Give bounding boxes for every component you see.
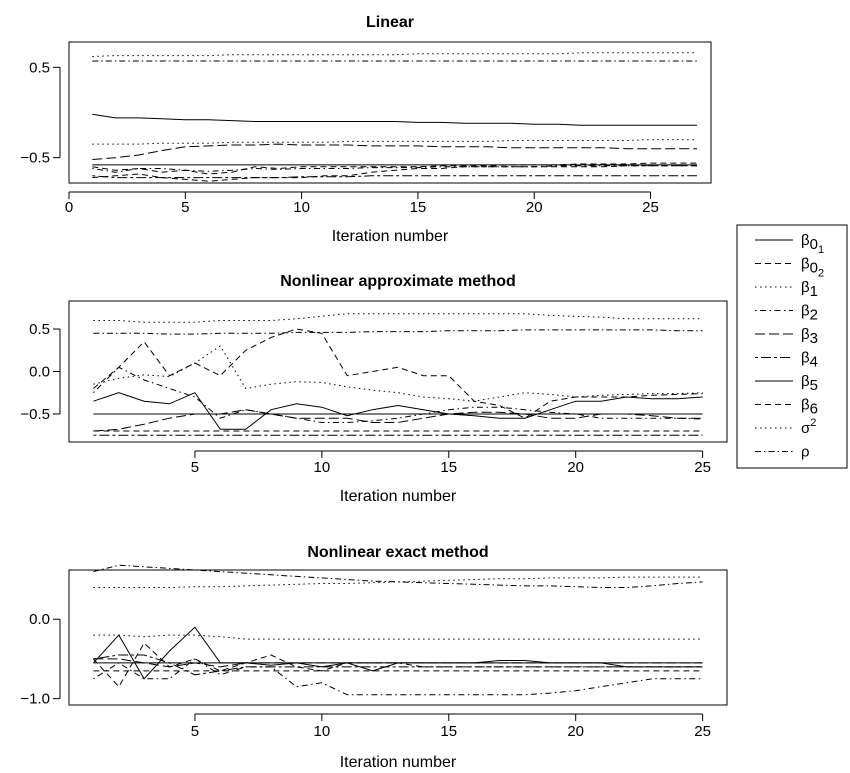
legend-label: β5 — [801, 373, 818, 394]
plot-frame — [68, 300, 728, 443]
legend-label: β01 — [801, 232, 824, 256]
y-tick-label: −1.0 — [20, 691, 50, 708]
x-tick-label: 0 — [65, 199, 73, 216]
series-line-b1 — [92, 139, 697, 145]
legend-frame — [736, 224, 848, 469]
series-line-b6 — [92, 165, 697, 182]
legend-label: β2 — [801, 303, 818, 324]
series-line-b5 — [93, 392, 703, 430]
x-tick-label: 20 — [526, 199, 543, 216]
legend-label: β6 — [801, 397, 818, 418]
chart-title: Nonlinear exact method — [307, 544, 488, 561]
series-line-s2 — [93, 576, 703, 588]
series-line-b6 — [93, 642, 703, 688]
y-tick-label: 0.5 — [29, 321, 50, 338]
x-axis-label: Iteration number — [340, 754, 457, 771]
legend-label: β4 — [801, 350, 818, 371]
series-line-b1 — [93, 345, 703, 402]
x-tick-label: 10 — [293, 199, 310, 216]
x-axis-label: Iteration number — [332, 228, 449, 245]
x-tick-label: 15 — [440, 459, 457, 476]
y-tick-label: −0.5 — [20, 406, 50, 423]
legend-label: σ2 — [801, 417, 816, 437]
x-tick-label: 5 — [191, 459, 199, 476]
x-tick-label: 5 — [181, 199, 189, 216]
series-line-b3 — [93, 409, 703, 432]
series-line-b6 — [93, 328, 703, 419]
y-tick-label: 0.0 — [29, 611, 50, 628]
series-line-rho — [93, 329, 703, 335]
series-line-b4 — [92, 175, 697, 179]
x-tick-label: 25 — [694, 723, 711, 740]
series-line-b02 — [92, 162, 697, 175]
x-tick-label: 10 — [313, 459, 330, 476]
panel-linear: Linear Iteration number 0 5 10 15 20 25 0.5 −0.… — [20, 14, 712, 245]
chart-title: Nonlinear approximate method — [280, 273, 516, 290]
series-line-s2 — [92, 52, 697, 57]
series-line-b3 — [92, 143, 697, 160]
plot-frame — [68, 569, 728, 706]
chart-title: Linear — [366, 14, 414, 31]
series-line-b5 — [92, 113, 697, 126]
x-tick-label: 25 — [642, 199, 659, 216]
panel-nonlinear-exact: Nonlinear exact method Iteration number … — [20, 544, 728, 771]
series-line-rho — [93, 564, 703, 588]
x-tick-label: 25 — [694, 459, 711, 476]
x-tick-label: 15 — [410, 199, 427, 216]
y-tick-label: 0.0 — [29, 364, 50, 381]
series-line-b4 — [93, 654, 703, 676]
series-line-s2 — [93, 313, 703, 323]
legend-label: β3 — [801, 326, 818, 347]
x-axis-label: Iteration number — [340, 488, 457, 505]
panel-nonlinear-approximate: Nonlinear approximate method Iteration n… — [20, 273, 728, 505]
x-tick-label: 20 — [567, 723, 584, 740]
legend-label: β02 — [801, 256, 824, 280]
x-tick-label: 20 — [567, 459, 584, 476]
y-tick-label: −0.5 — [20, 150, 50, 167]
x-tick-label: 10 — [313, 723, 330, 740]
x-tick-label: 5 — [191, 723, 199, 740]
y-tick-label: 0.5 — [29, 59, 50, 76]
legend-label: β1 — [801, 279, 818, 300]
plot-frame — [68, 41, 712, 184]
legend-label: ρ — [801, 444, 810, 461]
x-tick-label: 15 — [440, 723, 457, 740]
